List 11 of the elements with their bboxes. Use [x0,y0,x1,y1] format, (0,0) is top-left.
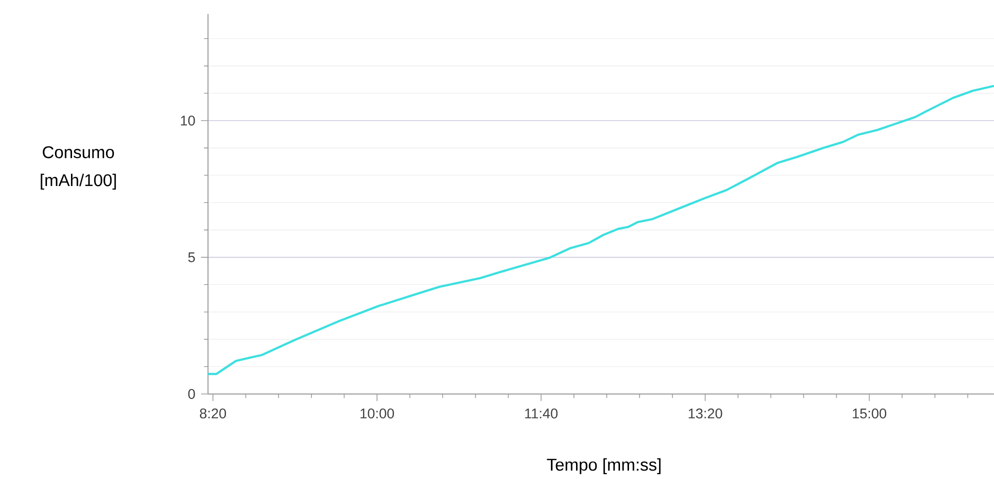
line-series [208,84,994,376]
x-tick-label: 11:40 [525,408,558,418]
x-tick-label: 15:00 [852,408,886,418]
y-tick-label: 5 [188,252,195,262]
y-tick-label: 10 [180,116,195,126]
x-axis-title: Tempo [mm:ss] [546,458,661,474]
x-tick-label: 13:20 [688,408,722,418]
x-tick-label: 10:00 [360,408,394,418]
y-axis-title: Consumo [mAh/100] [40,146,116,190]
y-tick-label: 0 [188,389,195,399]
x-tick-label: 8:20 [200,408,226,418]
